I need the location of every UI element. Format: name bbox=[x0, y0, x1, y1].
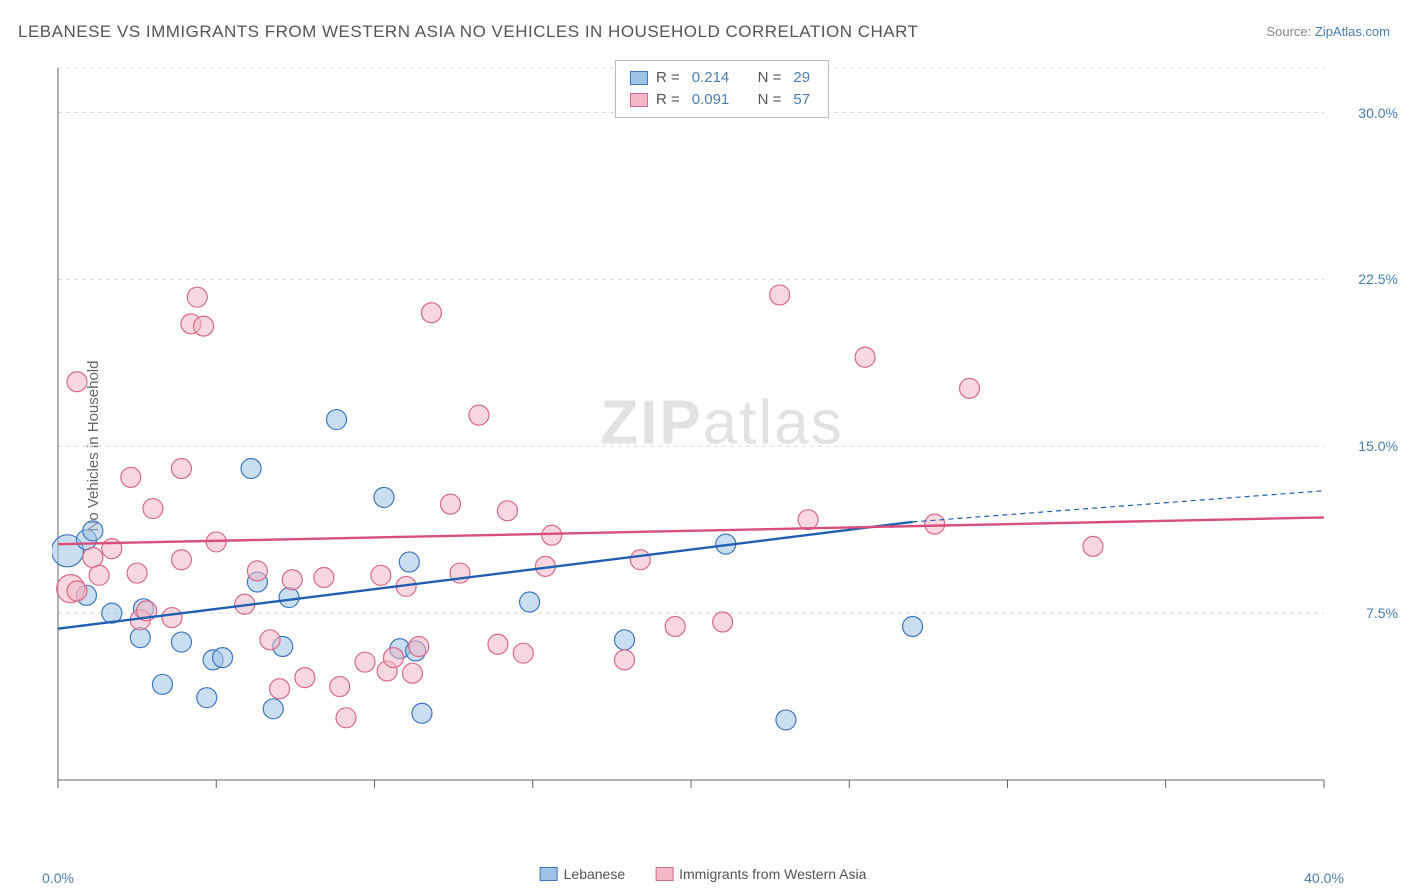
y-tick-label: 30.0% bbox=[1358, 105, 1398, 121]
legend-swatch-lebanese bbox=[630, 71, 648, 85]
legend-swatch-immigrants bbox=[630, 93, 648, 107]
legend-item-lebanese: Lebanese bbox=[540, 866, 626, 882]
legend-label-immigrants: Immigrants from Western Asia bbox=[679, 866, 866, 882]
stats-n-value-immigrants: 57 bbox=[793, 89, 810, 111]
y-tick-label: 15.0% bbox=[1358, 438, 1398, 454]
scatter-chart-svg bbox=[52, 58, 1392, 818]
x-tick-label: 0.0% bbox=[42, 870, 74, 886]
plot-area: ZIPatlas R = 0.214 N = 29 R = 0.091 N = … bbox=[52, 58, 1392, 818]
stats-n-label: N = bbox=[758, 89, 782, 111]
stats-n-value-lebanese: 29 bbox=[793, 67, 810, 89]
legend-swatch-icon bbox=[540, 867, 558, 881]
y-tick-label: 22.5% bbox=[1358, 271, 1398, 287]
legend-bottom: Lebanese Immigrants from Western Asia bbox=[540, 866, 867, 882]
legend-swatch-icon bbox=[655, 867, 673, 881]
source-link[interactable]: ZipAtlas.com bbox=[1315, 24, 1390, 39]
stats-r-value-immigrants: 0.091 bbox=[692, 89, 730, 111]
legend-label-lebanese: Lebanese bbox=[564, 866, 626, 882]
stats-n-label: N = bbox=[758, 67, 782, 89]
y-tick-label: 7.5% bbox=[1366, 605, 1398, 621]
stats-r-value-lebanese: 0.214 bbox=[692, 67, 730, 89]
chart-container: LEBANESE VS IMMIGRANTS FROM WESTERN ASIA… bbox=[0, 0, 1406, 892]
source-prefix: Source: bbox=[1266, 24, 1314, 39]
chart-title: LEBANESE VS IMMIGRANTS FROM WESTERN ASIA… bbox=[18, 22, 918, 42]
legend-item-immigrants: Immigrants from Western Asia bbox=[655, 866, 866, 882]
source-attribution: Source: ZipAtlas.com bbox=[1266, 24, 1390, 39]
x-tick-label: 40.0% bbox=[1304, 870, 1344, 886]
stats-row-lebanese: R = 0.214 N = 29 bbox=[630, 67, 814, 89]
stats-row-immigrants: R = 0.091 N = 57 bbox=[630, 89, 814, 111]
stats-legend-box: R = 0.214 N = 29 R = 0.091 N = 57 bbox=[615, 60, 829, 118]
stats-r-label: R = bbox=[656, 67, 680, 89]
stats-r-label: R = bbox=[656, 89, 680, 111]
